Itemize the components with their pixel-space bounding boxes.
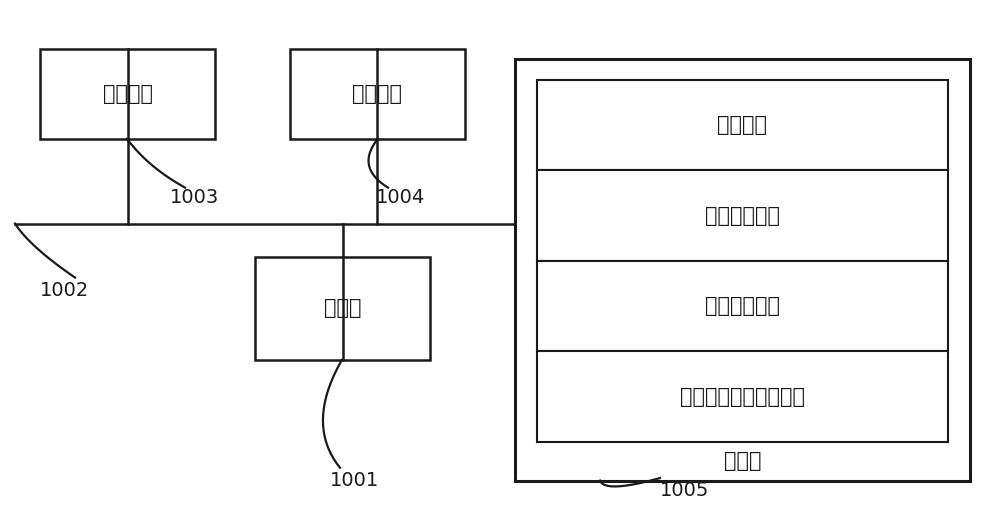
Text: 操作系统: 操作系统: [718, 115, 768, 135]
Text: 心脏图像三维重建程序: 心脏图像三维重建程序: [680, 387, 805, 407]
Bar: [515, 59, 970, 481]
Bar: [40, 49, 215, 139]
Bar: [255, 257, 430, 360]
Bar: [537, 170, 948, 261]
Text: 用户接口模块: 用户接口模块: [705, 296, 780, 316]
Text: 1003: 1003: [170, 189, 220, 207]
Text: 网络接口: 网络接口: [352, 84, 402, 104]
Text: 用户接口: 用户接口: [103, 84, 152, 104]
Bar: [537, 261, 948, 352]
Text: 网络通信模块: 网络通信模块: [705, 206, 780, 226]
Bar: [537, 352, 948, 442]
Text: 1001: 1001: [330, 471, 380, 490]
Text: 处理器: 处理器: [324, 299, 361, 318]
Bar: [537, 80, 948, 170]
Bar: [290, 49, 465, 139]
Text: 1005: 1005: [660, 482, 710, 500]
Text: 1002: 1002: [40, 281, 90, 300]
Text: 1004: 1004: [375, 189, 425, 207]
Text: 存储器: 存储器: [724, 451, 761, 471]
